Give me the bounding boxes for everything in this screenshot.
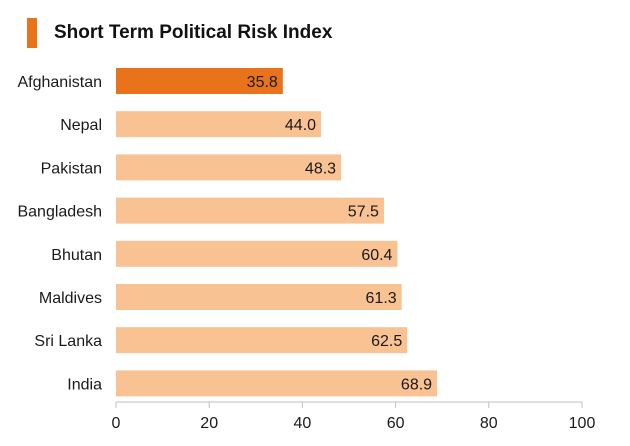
bar-bhutan xyxy=(116,240,398,267)
category-label-sri-lanka: Sri Lanka xyxy=(34,333,102,350)
value-label-bhutan: 60.4 xyxy=(361,247,392,264)
bar-maldives xyxy=(116,284,402,310)
bar-group: Afghanistan 35.8 Nepal 44.0 Pakistan 48.3 Bang… xyxy=(17,68,438,397)
value-label-afghanistan: 35.8 xyxy=(247,74,278,91)
category-label-afghanistan: Afghanistan xyxy=(17,74,102,91)
x-tick-label: 80 xyxy=(480,415,498,432)
value-label-sri-lanka: 62.5 xyxy=(371,333,402,350)
category-label-pakistan: Pakistan xyxy=(41,160,102,177)
x-tick-label: 0 xyxy=(112,415,121,432)
chart-title: Short Term Political Risk Index xyxy=(54,22,333,43)
x-tick-label: 100 xyxy=(569,415,596,432)
category-label-bhutan: Bhutan xyxy=(51,247,102,264)
bar-afghanistan xyxy=(116,68,283,94)
value-label-pakistan: 48.3 xyxy=(305,160,336,177)
value-label-bangladesh: 57.5 xyxy=(348,204,379,221)
x-tick-label: 60 xyxy=(387,415,405,432)
bar-pakistan xyxy=(116,154,342,181)
bar-sri-lanka xyxy=(116,327,408,354)
category-label-bangladesh: Bangladesh xyxy=(17,204,102,221)
category-label-india: India xyxy=(67,376,102,393)
x-tick-label: 40 xyxy=(294,415,312,432)
bar-bangladesh xyxy=(116,197,384,224)
bar-india xyxy=(116,370,438,397)
value-label-maldives: 61.3 xyxy=(366,290,397,307)
x-axis: 0 20 40 60 80 100 xyxy=(112,401,596,432)
category-label-maldives: Maldives xyxy=(39,290,102,307)
value-label-india: 68.9 xyxy=(401,376,432,393)
value-label-nepal: 44.0 xyxy=(285,117,316,134)
bar-nepal xyxy=(116,111,322,138)
x-tick-label: 20 xyxy=(200,415,218,432)
title-accent-bar xyxy=(27,18,37,48)
category-label-nepal: Nepal xyxy=(60,117,102,134)
